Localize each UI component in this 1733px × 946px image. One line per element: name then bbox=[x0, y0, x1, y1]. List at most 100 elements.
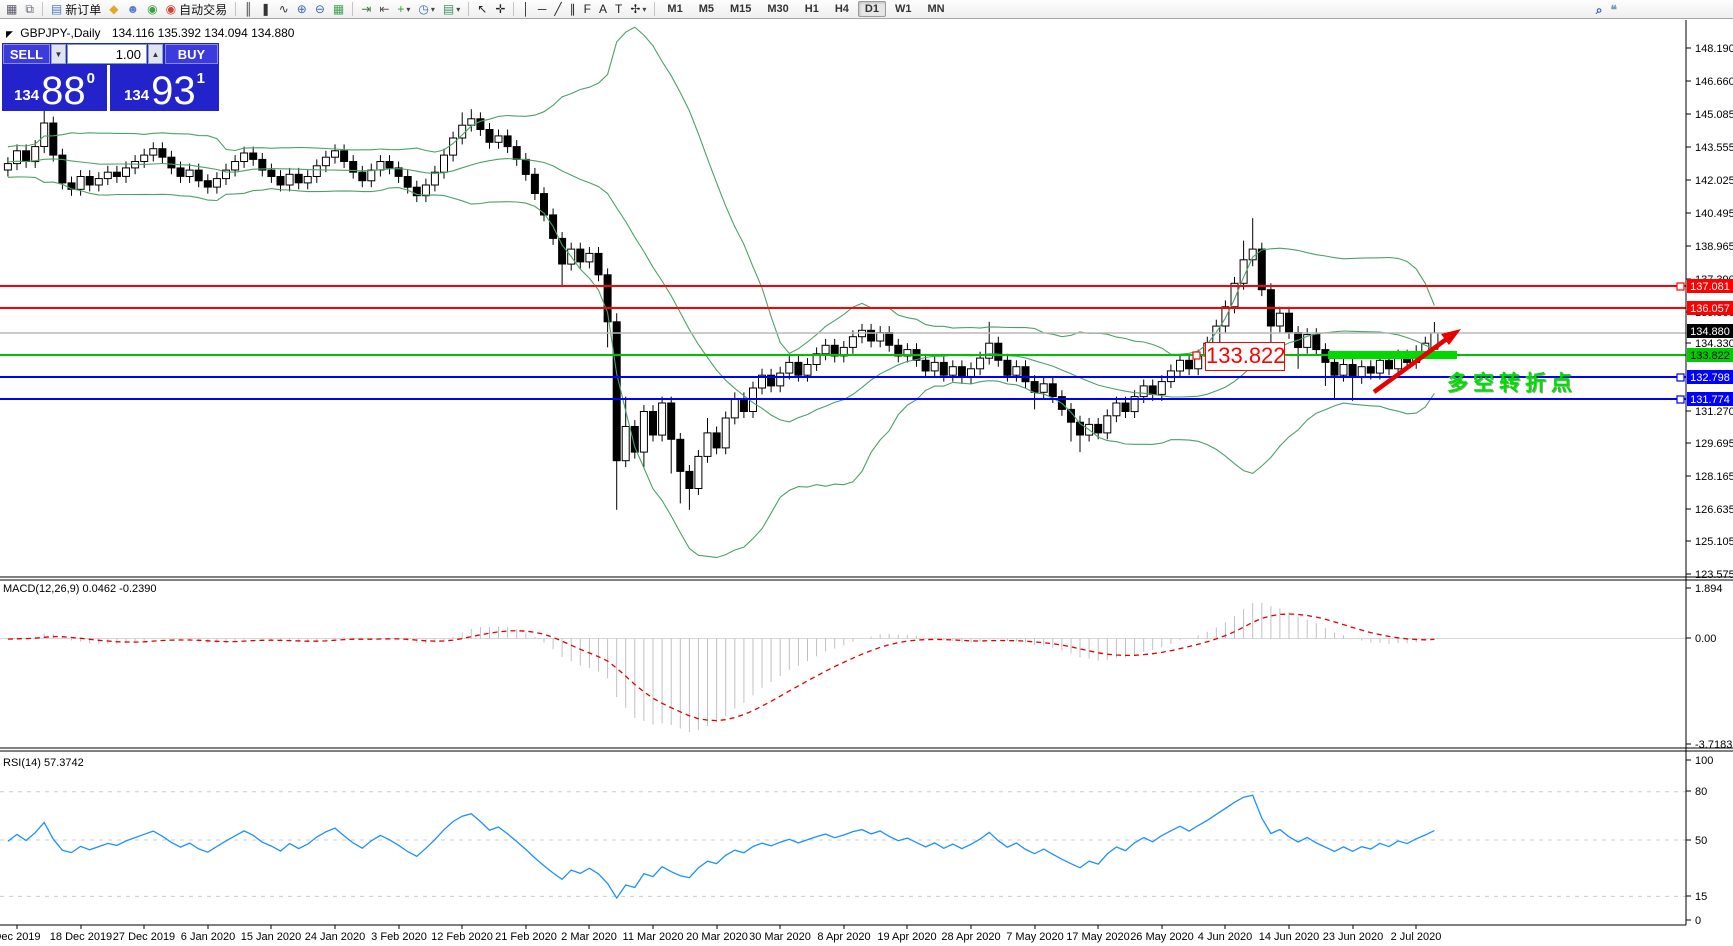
timeframe-m30[interactable]: M30 bbox=[767, 3, 789, 15]
label-icon[interactable]: T bbox=[612, 1, 625, 18]
svg-text:23 Jun 2020: 23 Jun 2020 bbox=[1323, 931, 1384, 943]
timeframe-h4[interactable]: H4 bbox=[834, 3, 849, 15]
indicators-icon: + bbox=[397, 2, 405, 16]
chat-icon[interactable]: ❝ bbox=[1608, 1, 1620, 18]
candles-chart-icon[interactable]: ❚ bbox=[258, 1, 274, 18]
chevron-down-icon[interactable]: ▾ bbox=[406, 4, 411, 14]
svg-text:0.00: 0.00 bbox=[1695, 633, 1716, 645]
autotrade-icon: ◉ bbox=[165, 2, 177, 16]
timeframe-m15[interactable]: M15 bbox=[729, 3, 752, 15]
periods-icon: ◷ bbox=[418, 2, 429, 16]
svg-text:131.270: 131.270 bbox=[1695, 406, 1733, 418]
bars-chart-icon[interactable]: ║ bbox=[241, 1, 256, 18]
chevron-down-icon[interactable]: ▾ bbox=[456, 4, 461, 14]
auto-scroll-icon[interactable]: ⇥ bbox=[358, 1, 374, 18]
svg-text:132.798: 132.798 bbox=[1690, 372, 1730, 384]
timeframe-w1[interactable]: W1 bbox=[894, 3, 912, 15]
chart-shift-icon[interactable]: ⇤ bbox=[376, 1, 392, 18]
collapse-triangle-icon[interactable]: ◤ bbox=[6, 29, 13, 39]
metaeditor-icon[interactable]: ◆ bbox=[106, 1, 121, 18]
line-chart-icon: ∿ bbox=[278, 2, 289, 16]
search-icon: ⌕ bbox=[1595, 2, 1603, 17]
chat-icon: ❝ bbox=[1610, 2, 1617, 17]
svg-text:140.495: 140.495 bbox=[1695, 208, 1733, 220]
trend-arrow-head bbox=[1441, 329, 1461, 345]
svg-text:128.165: 128.165 bbox=[1695, 471, 1733, 483]
zoom-out-icon: ⊖ bbox=[314, 2, 325, 16]
autotrade-icon-label: 自动交易 bbox=[179, 2, 228, 17]
svg-text:80: 80 bbox=[1695, 786, 1707, 798]
chevron-down-icon[interactable]: ▾ bbox=[430, 4, 435, 14]
volume-decrease-button[interactable]: ▼ bbox=[51, 44, 66, 64]
sell-button[interactable]: SELL bbox=[3, 44, 50, 64]
chevron-down-icon[interactable]: ▾ bbox=[642, 4, 647, 14]
svg-text:15: 15 bbox=[1695, 891, 1707, 903]
search-icon[interactable]: ⌕ bbox=[1593, 1, 1606, 18]
timeframe-m5[interactable]: M5 bbox=[698, 3, 714, 15]
autotrade-icon[interactable]: ◉ 自动交易 bbox=[163, 1, 231, 18]
support-zone-rect[interactable] bbox=[1328, 351, 1457, 359]
chart-title-symbol: GBPJPY-,Daily bbox=[20, 26, 101, 40]
candles-chart-icon: ❚ bbox=[260, 2, 271, 16]
community-icon[interactable]: ☻ bbox=[124, 1, 143, 18]
zoom-out-icon[interactable]: ⊖ bbox=[312, 1, 328, 18]
indicators-icon[interactable]: + ▾ bbox=[394, 1, 413, 18]
toolbar-right-group: ⌕ ❝ bbox=[1592, 0, 1621, 19]
arrows-icon[interactable]: ✢ ▾ bbox=[627, 1, 649, 18]
horizontal-line-icon[interactable]: ─ bbox=[535, 1, 550, 18]
new-order-icon[interactable]: ▤ 新订单 bbox=[48, 1, 104, 18]
timeframe-m1[interactable]: M1 bbox=[667, 3, 683, 15]
timeframe-h1[interactable]: H1 bbox=[804, 3, 819, 15]
svg-text:145.085: 145.085 bbox=[1695, 109, 1733, 121]
svg-text:30 Mar 2020: 30 Mar 2020 bbox=[749, 931, 811, 943]
volume-increase-button[interactable]: ▲ bbox=[148, 44, 163, 64]
chart-shift-icon: ⇤ bbox=[379, 2, 390, 16]
text-icon[interactable]: A bbox=[596, 1, 610, 18]
svg-text:2 Jul 2020: 2 Jul 2020 bbox=[1391, 931, 1442, 943]
new-order-icon-label: 新订单 bbox=[65, 2, 102, 17]
vertical-line-icon[interactable]: │ bbox=[519, 1, 533, 18]
svg-text:129.695: 129.695 bbox=[1695, 438, 1733, 450]
pivot-annotation-text[interactable]: 多空转折点 bbox=[1447, 372, 1577, 395]
trendline-icon[interactable]: ╱ bbox=[551, 1, 564, 18]
profiles-icon: ⧉ bbox=[25, 2, 34, 16]
fibonacci-icon[interactable]: F bbox=[581, 1, 594, 18]
toolbar-separator bbox=[468, 2, 470, 16]
timeframe-mn[interactable]: MN bbox=[927, 3, 945, 15]
svg-text:134.880: 134.880 bbox=[1690, 326, 1730, 338]
toolbar-separator bbox=[41, 2, 43, 16]
templates-icon[interactable]: ▤ ▾ bbox=[440, 1, 463, 18]
tile-windows-icon[interactable]: ▦ bbox=[330, 1, 347, 18]
trendline-icon: ╱ bbox=[554, 2, 562, 16]
cursor-icon[interactable]: ↖ bbox=[474, 1, 490, 18]
volume-input[interactable] bbox=[67, 44, 147, 64]
new-chart-icon[interactable]: ▦ bbox=[3, 1, 20, 18]
signals-icon[interactable]: ◉ bbox=[144, 1, 160, 18]
buy-price-sup: 1 bbox=[196, 70, 205, 87]
crosshair-icon[interactable]: ✛ bbox=[492, 1, 508, 18]
zoom-in-icon: ⊕ bbox=[296, 2, 307, 16]
buy-price-prefix: 134 bbox=[124, 87, 150, 104]
svg-text:4 Jun 2020: 4 Jun 2020 bbox=[1198, 931, 1252, 943]
trend-arrow[interactable] bbox=[1372, 336, 1450, 394]
svg-text:142.025: 142.025 bbox=[1695, 175, 1733, 187]
new-chart-icon: ▦ bbox=[6, 2, 18, 16]
zoom-in-icon[interactable]: ⊕ bbox=[294, 1, 310, 18]
svg-text:12 Feb 2020: 12 Feb 2020 bbox=[431, 931, 493, 943]
sell-price-big: 88 bbox=[41, 69, 86, 113]
signals-icon: ◉ bbox=[147, 2, 158, 16]
profiles-icon[interactable]: ⧉ bbox=[22, 1, 37, 18]
sell-price[interactable]: 134 88 0 bbox=[2, 65, 107, 111]
timeframe-d1[interactable]: D1 bbox=[857, 1, 886, 17]
svg-text:134.330: 134.330 bbox=[1695, 338, 1733, 350]
svg-text:11 Mar 2020: 11 Mar 2020 bbox=[623, 931, 684, 943]
line-chart-icon[interactable]: ∿ bbox=[276, 1, 292, 18]
buy-price[interactable]: 134 93 1 bbox=[110, 65, 219, 111]
periods-icon[interactable]: ◷ ▾ bbox=[415, 1, 438, 18]
buy-button[interactable]: BUY bbox=[165, 44, 218, 64]
channel-icon[interactable]: ∥ bbox=[567, 1, 579, 18]
new-order-icon: ▤ bbox=[50, 2, 63, 16]
price-annotation-label[interactable]: 133.822 bbox=[1205, 342, 1286, 371]
